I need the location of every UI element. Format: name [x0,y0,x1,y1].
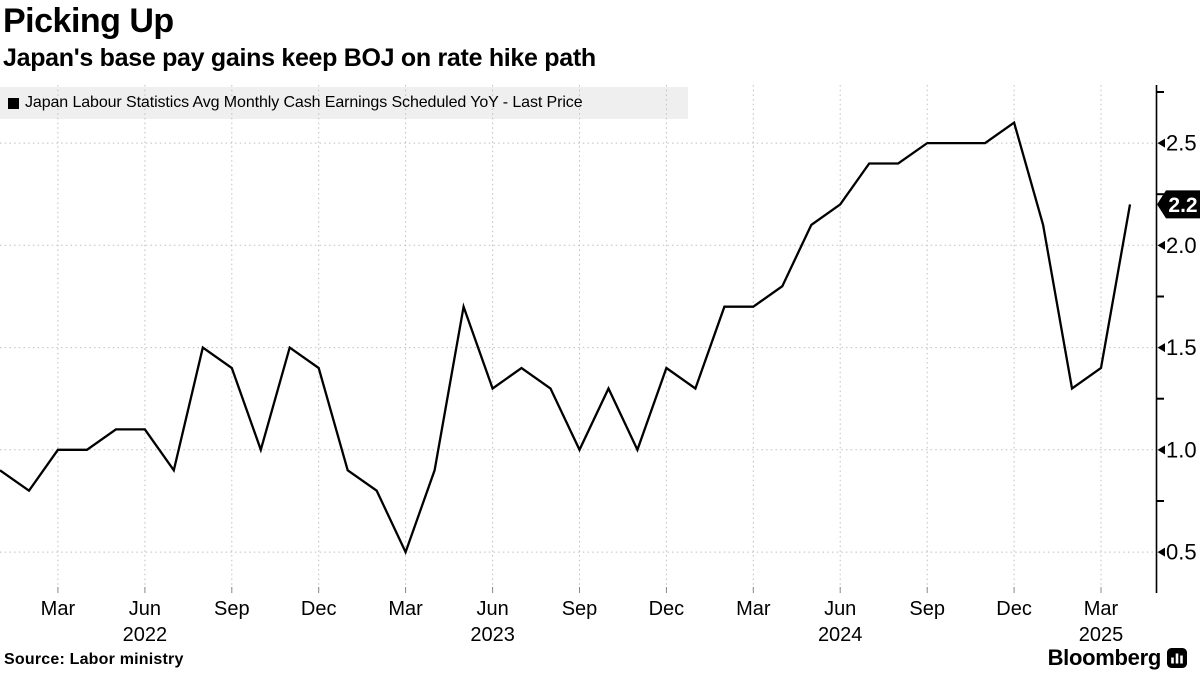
x-tick-label: Jun [824,598,856,620]
x-tick-label: Mar [1084,598,1119,620]
y-tick-label: 0.5 [1166,540,1197,565]
legend-swatch-icon [8,97,19,109]
legend-background [0,87,688,119]
x-year-label: 2025 [1079,624,1124,646]
y-major-tick [1157,343,1165,353]
y-major-tick [1157,547,1165,557]
bloomberg-logo: Bloomberg [1048,645,1187,671]
legend-label: Japan Labour Statistics Avg Monthly Cash… [25,94,583,111]
last-price-badge [1157,190,1200,219]
y-major-tick [1157,138,1165,148]
x-tick-label: Mar [41,598,76,620]
x-tick-label: Mar [388,598,423,620]
y-major-tick [1157,445,1165,455]
bloomberg-wordmark: Bloomberg [1047,645,1162,670]
y-tick-label: 2.0 [1166,233,1197,258]
x-tick-label: Dec [649,598,685,620]
y-major-tick [1157,240,1165,250]
last-price-label: 2.2 [1168,194,1197,217]
line-chart: 0.5 1.0 1.5 2.0 2.5 Mar Jun 2022 Sep Dec Mar Jun 202… [0,85,1200,646]
chart-subtitle: Japan's base pay gains keep BOJ on rate … [3,44,596,72]
x-tick-label: Dec [996,598,1032,620]
x-tick-label: Sep [214,598,250,620]
chart-title: Picking Up [3,2,174,40]
x-tick-label: Mar [736,598,771,620]
x-tick-label: Dec [301,598,337,620]
x-year-label: 2022 [123,624,168,646]
plot-area: 0.5 1.0 1.5 2.0 2.5 Mar Jun 2022 Sep Dec Mar Jun 202… [0,85,1200,648]
x-year-label: 2023 [470,624,515,646]
y-tick-label: 1.0 [1166,437,1197,462]
x-tick-label: Jun [476,598,508,620]
legend: Japan Labour Statistics Avg Monthly Cash… [0,87,583,119]
bar-chart-icon [1167,648,1187,668]
source-note: Source: Labor ministry [4,651,184,668]
x-tick-label: Jun [129,598,161,620]
x-tick-label: Sep [562,598,598,620]
y-tick-label: 1.5 [1166,335,1197,360]
x-tick-label: Sep [909,598,945,620]
y-tick-label: 2.5 [1166,131,1197,156]
x-year-label: 2024 [818,624,863,646]
data-line [0,120,1132,556]
